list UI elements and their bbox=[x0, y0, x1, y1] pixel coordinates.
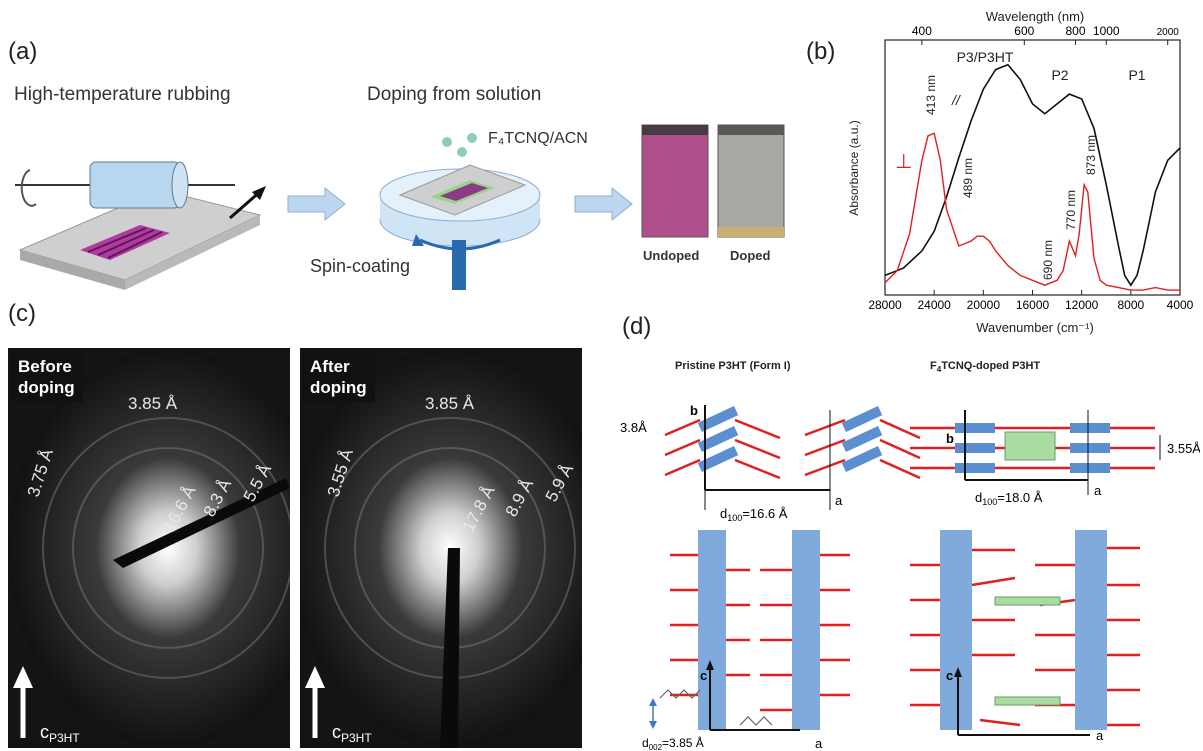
doped-label: Doped bbox=[730, 248, 771, 263]
panel-c-letter: (c) bbox=[8, 300, 36, 327]
doped-film-photo bbox=[717, 124, 785, 238]
dopant-bar-upper bbox=[994, 596, 1061, 606]
rubbing-platform-side bbox=[125, 215, 260, 290]
f4tcnq-molecule bbox=[1004, 431, 1056, 461]
x-tick-label: 4000 bbox=[1167, 298, 1194, 312]
diffraction-pattern-after: 3.85 Å 3.55 Å 17.8 Å 8.9 Å 5.9 Å cP3HT bbox=[300, 348, 582, 748]
panel-d-letter: (d) bbox=[622, 313, 652, 340]
panel-b-letter: (b) bbox=[806, 38, 836, 65]
top-tick-label: 2000 bbox=[1157, 27, 1180, 38]
process-arrow-1-icon bbox=[287, 186, 346, 222]
pristine-side-a-axis: a bbox=[815, 736, 823, 750]
pristine-d100: d100=16.6 Å bbox=[720, 506, 788, 523]
x-tick-label: 20000 bbox=[967, 298, 1001, 312]
doped-side-view: c a bbox=[910, 530, 1140, 743]
undoped-film-photo bbox=[641, 124, 709, 238]
doped-side-a-axis: a bbox=[1096, 728, 1104, 743]
process-arrow-2-icon bbox=[574, 186, 633, 222]
top-axis-title: Wavelength (nm) bbox=[986, 9, 1085, 24]
before-doping-title: Before doping bbox=[10, 352, 83, 402]
x-tick-label: 24000 bbox=[917, 298, 951, 312]
beam-stop-after bbox=[440, 548, 460, 748]
after-spacing-385: 3.85 Å bbox=[425, 394, 475, 413]
x-tick-label: 12000 bbox=[1065, 298, 1099, 312]
peak-label-413: 413 nm bbox=[924, 75, 938, 115]
spin-coating-caption: Spin-coating bbox=[310, 256, 411, 276]
after-doping-title: After doping bbox=[302, 352, 375, 402]
top-axis-ticks: 400 600 800 1000 2000 bbox=[912, 24, 1179, 45]
panel-a-letter: (a) bbox=[8, 38, 38, 65]
peak-label-489: 489 nm bbox=[961, 158, 975, 198]
pristine-c-axis: c bbox=[700, 668, 707, 683]
pristine-d002: d002=3.85 Å bbox=[642, 735, 704, 750]
top-tick-label: 1000 bbox=[1093, 24, 1120, 38]
doped-stack-spacing: 3.55Å bbox=[1167, 441, 1200, 456]
before-spacing-385: 3.85 Å bbox=[128, 394, 178, 413]
doped-stacking-view: b a 3.55Å d100=18.0 Å bbox=[910, 410, 1200, 507]
pristine-side-view: c a d002=3.85 Å bbox=[642, 530, 850, 750]
x-axis-label: Wavenumber (cm⁻¹) bbox=[976, 320, 1094, 335]
top-tick-label: 600 bbox=[1014, 24, 1034, 38]
doped-title: F4TCNQ-doped P3HT bbox=[930, 360, 1041, 375]
perpendicular-symbol: ⊥ bbox=[895, 151, 912, 173]
top-tick-label: 800 bbox=[1066, 24, 1086, 38]
doped-a-axis: a bbox=[1094, 483, 1102, 498]
peak-label-690: 690 nm bbox=[1041, 240, 1055, 280]
doped-b-axis: b bbox=[946, 431, 954, 446]
x-tick-label: 8000 bbox=[1117, 298, 1144, 312]
bottom-axis-ticks: 28000 24000 20000 16000 12000 8000 4000 bbox=[868, 290, 1194, 312]
pristine-title: Pristine P3HT (Form I) bbox=[675, 360, 791, 372]
peak-label-873: 873 nm bbox=[1084, 135, 1098, 175]
parallel-symbol: // bbox=[951, 92, 962, 108]
pristine-stack-spacing: 3.8Å bbox=[620, 420, 647, 435]
spin-coater bbox=[379, 133, 541, 290]
undoped-label: Undoped bbox=[643, 248, 700, 263]
beam-stop-before bbox=[113, 478, 290, 568]
series-line-perpendicular bbox=[884, 132, 1180, 291]
rubbing-caption: High-temperature rubbing bbox=[14, 84, 231, 105]
rubbing-cylinder-end bbox=[171, 161, 189, 209]
rubbing-cylinder bbox=[89, 161, 181, 209]
c-axis-label-after: cP3HT bbox=[332, 722, 372, 745]
series-line-parallel bbox=[884, 63, 1181, 287]
band-label-p1: P1 bbox=[1128, 67, 1145, 83]
x-tick-label: 16000 bbox=[1016, 298, 1050, 312]
rubbing-platform-edge bbox=[20, 250, 125, 290]
structure-schematics: b a 3.8Å d100=16.6 Å b a 3.55Å d100=18.0… bbox=[620, 403, 1200, 750]
absorption-spectrum-chart: Wavelength (nm) 400 600 800 1000 2000 28000 2… bbox=[847, 9, 1194, 335]
peak-label-770: 770 nm bbox=[1064, 190, 1078, 230]
rubbed-film bbox=[80, 225, 170, 260]
c-axis-label-before: cP3HT bbox=[40, 722, 80, 745]
dopant-label: F₄TCNQ/ACN bbox=[488, 130, 588, 147]
band-label-p2: P2 bbox=[1051, 67, 1068, 83]
top-tick-label: 400 bbox=[912, 24, 932, 38]
panel-a-schematic bbox=[15, 124, 785, 290]
pristine-b-axis: b bbox=[690, 403, 698, 418]
doped-c-axis: c bbox=[946, 668, 953, 683]
diffraction-pattern-before: 3.85 Å 3.75 Å 16.6 Å 8.3 Å 5.5 Å cP3HT bbox=[8, 348, 290, 748]
dopant-bar-lower bbox=[994, 696, 1061, 706]
pristine-a-axis: a bbox=[835, 493, 843, 508]
doping-caption: Doping from solution bbox=[367, 84, 542, 105]
x-tick-label: 28000 bbox=[868, 298, 902, 312]
rotation-arrow-icon bbox=[20, 169, 37, 207]
pristine-stacking-view: b a 3.8Å d100=16.6 Å bbox=[620, 403, 921, 523]
band-label-p3: P3/P3HT bbox=[957, 49, 1014, 65]
y-axis-label: Absorbance (a.u.) bbox=[847, 120, 861, 215]
doped-d100: d100=18.0 Å bbox=[975, 490, 1043, 507]
